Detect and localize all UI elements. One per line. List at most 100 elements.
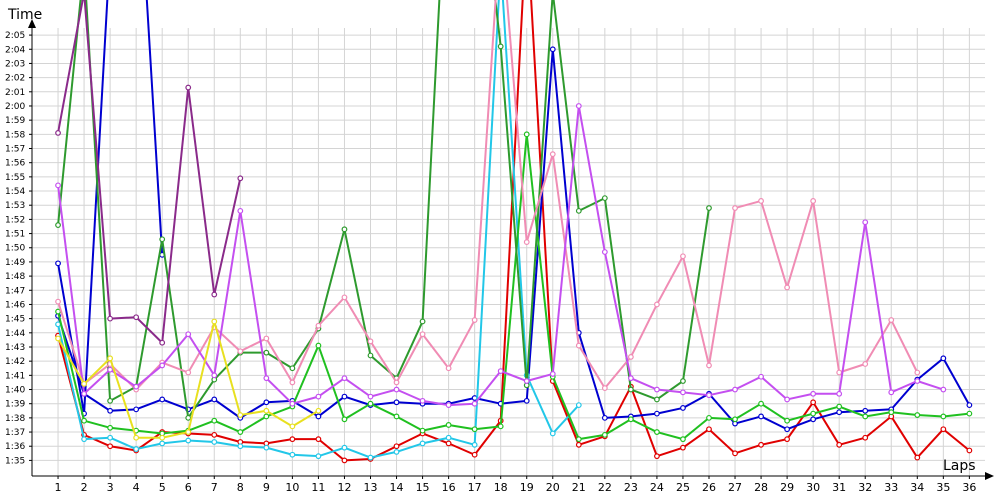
data-point bbox=[393, 386, 400, 393]
data-point bbox=[315, 407, 322, 414]
data-point bbox=[654, 301, 660, 308]
data-point bbox=[81, 436, 87, 443]
data-point bbox=[133, 446, 140, 452]
x-tick-label: 4 bbox=[133, 481, 140, 494]
data-point bbox=[575, 402, 582, 409]
data-point bbox=[393, 379, 400, 386]
data-point bbox=[55, 182, 61, 189]
data-point bbox=[706, 426, 712, 433]
data-point bbox=[654, 396, 660, 403]
data-point bbox=[706, 362, 712, 369]
data-point bbox=[680, 444, 686, 451]
data-point bbox=[914, 378, 921, 384]
data-point bbox=[419, 318, 426, 325]
data-point bbox=[888, 409, 895, 416]
data-point bbox=[367, 400, 374, 407]
x-tick-label: 18 bbox=[494, 481, 508, 494]
data-point bbox=[758, 413, 764, 420]
data-point bbox=[263, 399, 270, 406]
x-tick-label: 17 bbox=[468, 481, 482, 494]
x-tick-label: 20 bbox=[546, 481, 560, 494]
data-point bbox=[575, 207, 582, 214]
data-point bbox=[185, 429, 192, 435]
data-point bbox=[419, 427, 426, 434]
y-tick-label: 2:04 bbox=[5, 45, 25, 55]
data-point bbox=[940, 426, 947, 433]
data-point bbox=[341, 375, 348, 382]
data-point bbox=[862, 434, 869, 441]
x-tick-label: 16 bbox=[442, 481, 456, 494]
data-point bbox=[263, 444, 270, 451]
y-tick-label: 1:48 bbox=[5, 272, 25, 282]
data-point bbox=[185, 369, 192, 376]
series-4 bbox=[55, 0, 582, 461]
data-point bbox=[523, 378, 530, 384]
data-point bbox=[107, 355, 114, 362]
data-point bbox=[107, 397, 114, 404]
data-point bbox=[55, 321, 61, 328]
data-point bbox=[601, 414, 608, 421]
x-tick-label: 12 bbox=[337, 481, 351, 494]
data-point bbox=[107, 315, 114, 322]
y-tick-label: 1:36 bbox=[5, 442, 25, 452]
series-line bbox=[57, 0, 710, 419]
data-point bbox=[445, 402, 452, 409]
y-tick-label: 1:59 bbox=[5, 116, 25, 126]
data-point bbox=[341, 393, 348, 400]
x-tick-label: 34 bbox=[910, 481, 924, 494]
data-point bbox=[107, 424, 114, 431]
data-point bbox=[784, 396, 791, 403]
x-tick-label: 6 bbox=[185, 481, 192, 494]
data-point bbox=[211, 372, 218, 379]
data-point bbox=[940, 413, 947, 420]
axes bbox=[28, 19, 994, 480]
data-point bbox=[315, 342, 322, 349]
data-point bbox=[159, 362, 166, 369]
data-point bbox=[419, 440, 426, 447]
data-point bbox=[185, 414, 192, 421]
data-point bbox=[810, 410, 817, 417]
y-tick-label: 1:38 bbox=[5, 414, 25, 424]
data-point bbox=[784, 426, 791, 433]
y-tick-label: 1:55 bbox=[5, 173, 25, 183]
data-point bbox=[263, 413, 270, 420]
data-point bbox=[341, 294, 348, 301]
data-point bbox=[549, 46, 556, 53]
data-point bbox=[393, 443, 400, 450]
x-tick-label: 25 bbox=[676, 481, 690, 494]
x-tick-label: 26 bbox=[702, 481, 716, 494]
data-point bbox=[836, 441, 843, 448]
data-point bbox=[836, 403, 843, 410]
x-tick-label: 15 bbox=[416, 481, 430, 494]
x-tick-label: 3 bbox=[107, 481, 114, 494]
data-point bbox=[185, 331, 192, 338]
data-point bbox=[575, 436, 582, 443]
y-tick-label: 1:52 bbox=[5, 215, 25, 225]
x-tick-label: 1 bbox=[55, 481, 62, 494]
data-point bbox=[419, 331, 426, 338]
data-point bbox=[862, 413, 869, 420]
x-tick-label: 28 bbox=[754, 481, 768, 494]
y-tick-label: 1:53 bbox=[5, 201, 25, 211]
data-point bbox=[237, 443, 244, 450]
data-point bbox=[680, 378, 686, 384]
y-tick-label: 1:35 bbox=[5, 456, 25, 466]
y-tick-label: 1:51 bbox=[5, 230, 25, 240]
y-tick-label: 1:44 bbox=[5, 329, 25, 339]
data-point bbox=[55, 260, 61, 267]
x-tick-label: 19 bbox=[520, 481, 534, 494]
data-point bbox=[732, 205, 738, 211]
y-axis-arrow bbox=[28, 19, 36, 28]
data-point bbox=[497, 368, 504, 374]
data-point bbox=[758, 400, 764, 407]
y-tick-label: 2:03 bbox=[5, 59, 25, 69]
y-tick-label: 1:56 bbox=[5, 159, 25, 169]
data-point bbox=[836, 369, 843, 376]
data-point bbox=[159, 440, 166, 447]
x-tick-label: 13 bbox=[363, 481, 377, 494]
data-point bbox=[55, 298, 61, 305]
data-point bbox=[367, 393, 374, 400]
data-point bbox=[107, 434, 114, 441]
data-point bbox=[289, 379, 296, 386]
